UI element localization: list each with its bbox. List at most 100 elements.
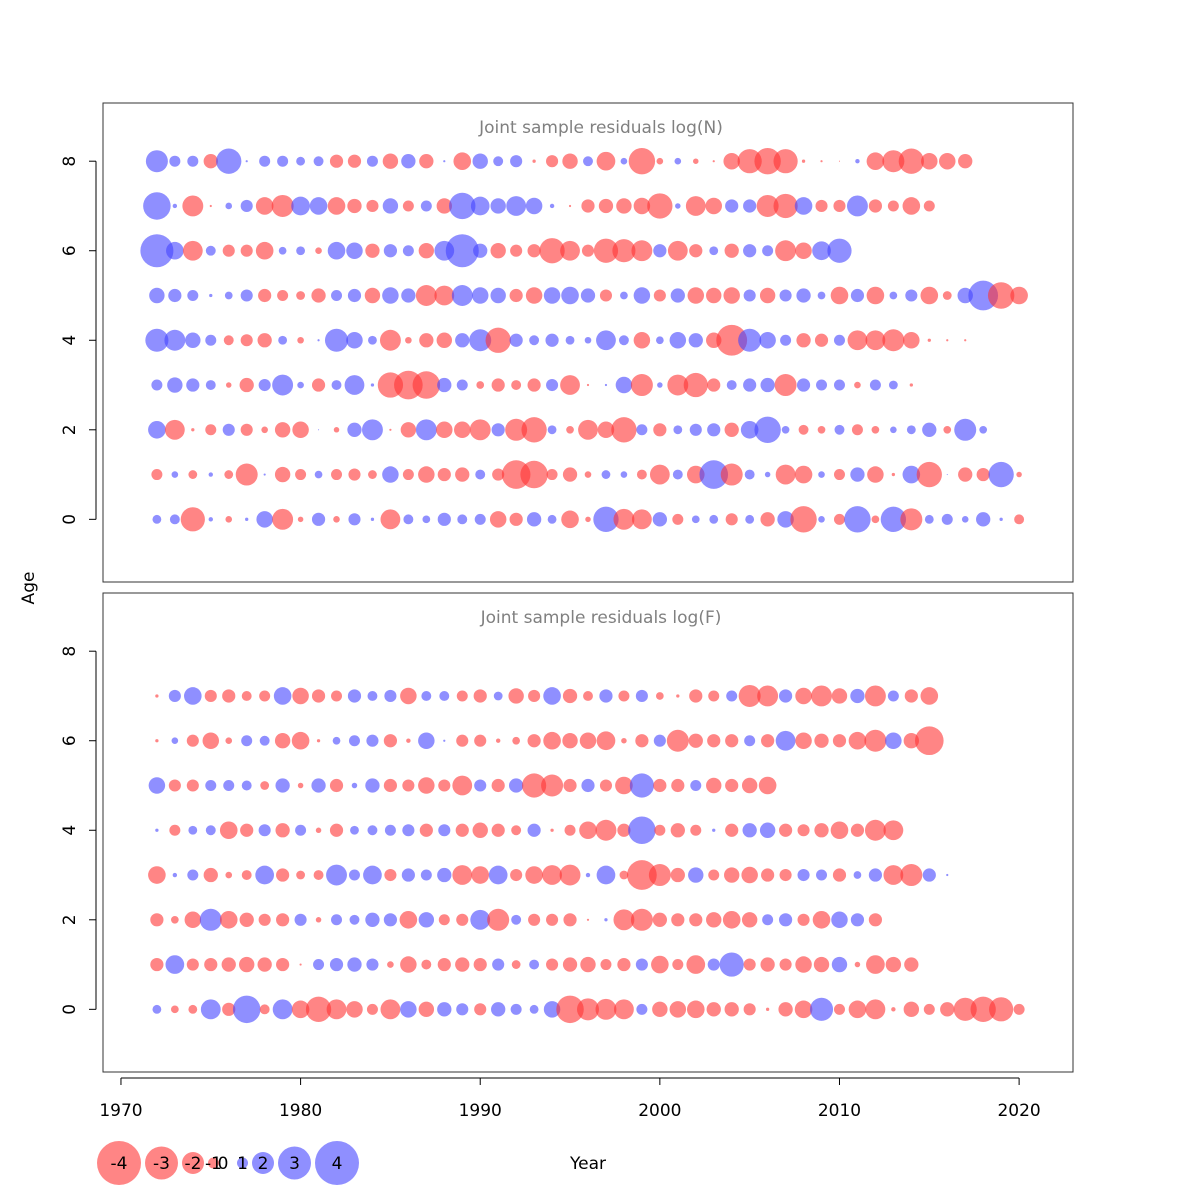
bubble-negative xyxy=(326,999,347,1020)
bubble-positive xyxy=(740,420,759,439)
bubble-positive xyxy=(367,691,378,701)
bubble-negative xyxy=(758,776,777,795)
bubble-positive xyxy=(314,470,323,479)
bubble-positive xyxy=(743,199,757,213)
bubble-negative xyxy=(779,868,792,882)
bubble-negative xyxy=(904,957,919,972)
bubble-negative xyxy=(833,1003,845,1015)
bubble-positive xyxy=(188,825,198,835)
bubble-negative xyxy=(305,996,332,1022)
bubble-positive xyxy=(318,429,320,431)
bubble-positive xyxy=(777,511,794,528)
bubble-positive xyxy=(348,735,360,747)
bubble-negative xyxy=(743,1003,756,1016)
bubble-positive xyxy=(209,293,213,298)
bubble-negative xyxy=(891,472,896,477)
bubble-negative xyxy=(511,960,521,969)
bubble-positive xyxy=(470,909,491,930)
bubble-positive xyxy=(149,287,165,304)
bubble-positive xyxy=(403,514,414,525)
bubble-positive xyxy=(245,517,249,521)
bubble-positive xyxy=(401,154,416,169)
bubble-negative xyxy=(885,956,902,973)
bubble-positive xyxy=(615,376,633,394)
bubble-positive xyxy=(672,469,683,480)
bubble-negative xyxy=(366,1003,378,1015)
bubble-negative xyxy=(868,199,883,213)
bubble-negative xyxy=(384,868,397,882)
bubble-positive xyxy=(367,825,378,836)
bubble-positive xyxy=(745,514,755,524)
bubble-positive xyxy=(324,328,349,352)
bubble-positive xyxy=(688,867,704,883)
bubble-positive xyxy=(255,865,275,885)
bubble-negative xyxy=(671,913,685,927)
bubble-negative xyxy=(182,240,203,261)
bubble-negative xyxy=(155,739,159,743)
bubble-negative xyxy=(491,378,505,392)
bubble-negative xyxy=(150,913,164,927)
bubble-negative xyxy=(521,417,547,443)
bubble-positive xyxy=(143,192,171,220)
bubble-negative xyxy=(240,423,253,436)
bubble-positive xyxy=(351,782,358,789)
bubble-negative xyxy=(155,694,159,698)
bubble-negative xyxy=(854,381,861,389)
bubble-negative xyxy=(882,150,905,173)
bubble-positive xyxy=(370,383,375,387)
bubble-negative xyxy=(795,687,812,705)
bubble-negative xyxy=(707,378,721,392)
bubble-negative xyxy=(556,995,584,1024)
bubble-positive xyxy=(205,380,216,390)
bubble-negative xyxy=(619,870,629,880)
bubble-negative xyxy=(150,957,164,972)
bubble-negative xyxy=(456,913,469,926)
bubble-positive xyxy=(259,735,270,746)
legend-label: -1 xyxy=(205,1154,222,1174)
bubble-negative xyxy=(676,694,680,698)
bubble-positive xyxy=(675,203,681,209)
bubble-negative xyxy=(939,152,956,170)
bubble-negative xyxy=(921,152,938,170)
bubble-negative xyxy=(871,425,880,434)
bubble-positive xyxy=(438,824,451,837)
bubble-positive xyxy=(168,288,182,303)
bubble-negative xyxy=(958,467,973,482)
bubble-negative xyxy=(495,738,501,743)
bubble-positive xyxy=(781,425,790,434)
bubble-negative xyxy=(866,286,885,305)
bubble-positive xyxy=(384,689,397,703)
bubble-negative xyxy=(297,782,304,789)
bubble-negative xyxy=(456,734,469,747)
bubble-negative xyxy=(568,204,572,208)
bubble-positive xyxy=(976,512,991,527)
bubble-positive xyxy=(652,512,668,527)
bubble-negative xyxy=(525,287,543,304)
bubble-negative xyxy=(775,464,796,485)
bubble-negative xyxy=(616,198,632,214)
bubble-negative xyxy=(291,731,310,750)
bubble-negative xyxy=(631,509,652,530)
bubble-positive xyxy=(167,377,183,393)
legend-bubble-negative xyxy=(208,1157,219,1169)
bubble-positive xyxy=(224,291,233,300)
bubble-positive xyxy=(565,335,575,345)
bubble-negative xyxy=(222,244,235,257)
bubble-negative xyxy=(833,469,845,481)
bubble-negative xyxy=(402,200,414,212)
bubble-negative xyxy=(527,378,541,392)
bubble-positive xyxy=(491,423,505,437)
bubble-negative xyxy=(311,689,326,703)
bubble-negative xyxy=(652,1001,668,1018)
bubble-negative xyxy=(813,956,830,973)
bubble-positive xyxy=(888,380,898,390)
x-tick-label: 2020 xyxy=(997,1101,1040,1121)
bubble-negative xyxy=(562,957,578,972)
bubble-negative xyxy=(241,691,252,701)
y-tick-label: 2 xyxy=(60,424,80,435)
bubble-negative xyxy=(346,1001,363,1018)
bubble-negative xyxy=(654,824,666,836)
bubble-negative xyxy=(593,238,619,263)
bubble-negative xyxy=(148,866,166,884)
bubble-positive xyxy=(258,378,271,392)
